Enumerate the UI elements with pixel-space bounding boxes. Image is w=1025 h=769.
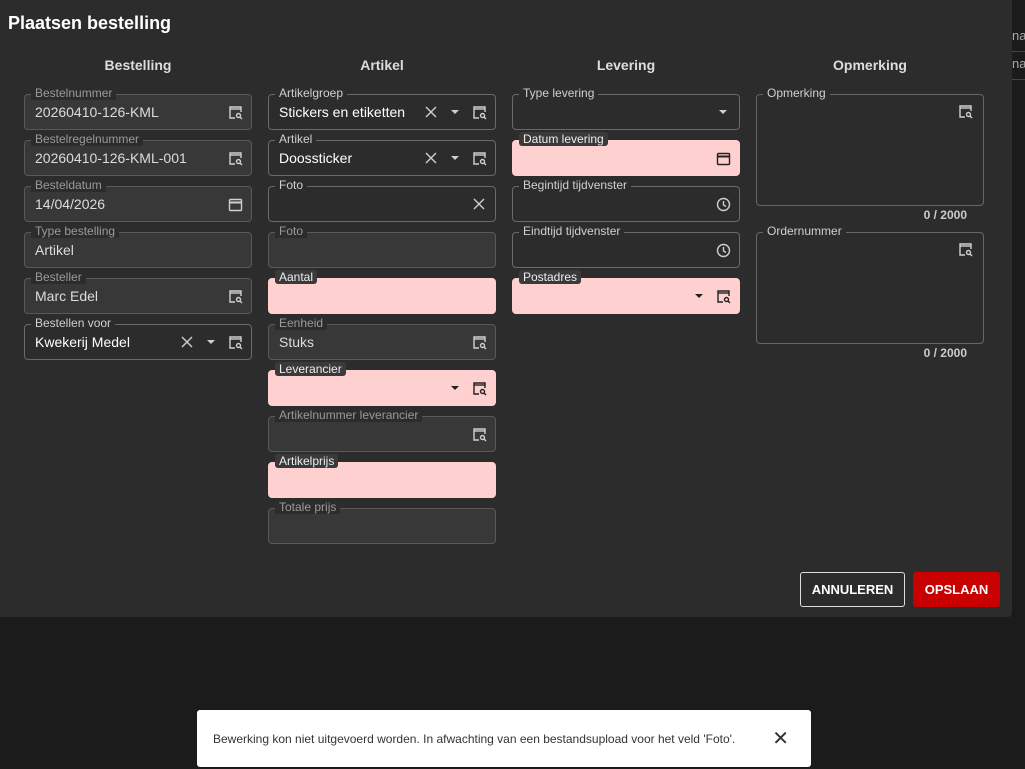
- artikelprijs-field[interactable]: Artikelprijs: [268, 454, 496, 498]
- ordernummer-textarea[interactable]: Ordernummer: [756, 224, 984, 344]
- field-label: Foto: [275, 224, 308, 238]
- lookup-icon[interactable]: [227, 288, 243, 304]
- background-row: na: [1012, 28, 1025, 52]
- besteldatum-field: Besteldatum 14/04/2026: [24, 178, 252, 222]
- field-label: Artikelnummer leverancier: [275, 408, 423, 422]
- chevron-down-icon[interactable]: [203, 334, 219, 350]
- field-value: Stuks: [279, 334, 315, 350]
- aantal-field[interactable]: Aantal: [268, 270, 496, 314]
- bestelnummer-field: Bestelnummer 20260410-126-KML: [24, 86, 252, 130]
- field-value: Kwekerij Medel: [35, 334, 130, 350]
- eindtijd-tijdvenster-field[interactable]: Eindtijd tijdvenster: [512, 224, 740, 268]
- lookup-icon[interactable]: [471, 426, 487, 442]
- column-heading: Levering: [596, 57, 656, 73]
- chevron-down-icon[interactable]: [447, 104, 463, 120]
- lookup-icon[interactable]: [471, 334, 487, 350]
- leverancier-field[interactable]: Leverancier: [268, 362, 496, 406]
- close-icon[interactable]: ✕: [772, 728, 789, 750]
- type-levering-field[interactable]: Type levering: [512, 86, 740, 130]
- lookup-icon[interactable]: [957, 241, 973, 257]
- field-value: Marc Edel: [35, 288, 99, 304]
- lookup-icon[interactable]: [957, 103, 973, 119]
- field-label: Opmerking: [763, 86, 830, 100]
- character-counter: 0 / 2000: [923, 346, 967, 360]
- opmerking-textarea[interactable]: Opmerking: [756, 86, 984, 206]
- lookup-icon[interactable]: [227, 334, 243, 350]
- order-dialog: Plaatsen bestelling Bestelling Bestelnumm…: [0, 0, 1012, 617]
- field-label: Artikelprijs: [275, 454, 339, 468]
- type-bestelling-field: Type bestelling Artikel: [24, 224, 252, 268]
- field-label: Type bestelling: [31, 224, 120, 238]
- field-value: 20260410-126-KML-001: [35, 150, 187, 166]
- chevron-down-icon[interactable]: [447, 380, 463, 396]
- character-counter: 0 / 2000: [923, 208, 967, 222]
- clear-icon[interactable]: [423, 150, 439, 166]
- clock-icon[interactable]: [715, 242, 731, 258]
- chevron-down-icon[interactable]: [691, 288, 707, 304]
- clock-icon[interactable]: [715, 196, 731, 212]
- lookup-icon[interactable]: [227, 104, 243, 120]
- field-value: 20260410-126-KML: [35, 104, 159, 120]
- lookup-icon[interactable]: [227, 150, 243, 166]
- calendar-icon[interactable]: [227, 196, 243, 212]
- field-label: Aantal: [275, 270, 318, 284]
- clear-icon[interactable]: [179, 334, 195, 350]
- field-value: Doossticker: [279, 150, 353, 166]
- lookup-icon[interactable]: [715, 288, 731, 304]
- field-label: Ordernummer: [763, 224, 846, 238]
- background-text: na: [1012, 28, 1025, 43]
- artikel-field[interactable]: Artikel Doossticker: [268, 132, 496, 176]
- field-label: Besteller: [31, 270, 86, 284]
- field-label: Besteldatum: [31, 178, 106, 192]
- chevron-down-icon[interactable]: [715, 104, 731, 120]
- snackbar-message: Bewerking kon niet uitgevoerd worden. In…: [213, 732, 736, 746]
- field-label: Totale prijs: [275, 500, 341, 514]
- field-label: Artikel: [275, 132, 317, 146]
- field-label: Artikelgroep: [275, 86, 348, 100]
- bestellen-voor-field[interactable]: Bestellen voor Kwekerij Medel: [24, 316, 252, 360]
- dialog-title: Plaatsen bestelling: [8, 13, 172, 33]
- field-label: Bestelnummer: [31, 86, 117, 100]
- field-value: Artikel: [35, 242, 74, 258]
- besteller-field: Besteller Marc Edel: [24, 270, 252, 314]
- field-label: Datum levering: [519, 132, 608, 146]
- column-heading: Opmerking: [833, 57, 907, 73]
- field-label: Begintijd tijdvenster: [519, 178, 632, 192]
- foto-field: Foto: [268, 224, 496, 268]
- postadres-field[interactable]: Postadres: [512, 270, 740, 314]
- datum-levering-field[interactable]: Datum levering: [512, 132, 740, 176]
- save-button[interactable]: OPSLAAN: [913, 572, 1000, 607]
- field-label: Type levering: [519, 86, 599, 100]
- artikelnummer-leverancier-field: Artikelnummer leverancier: [268, 408, 496, 452]
- field-label: Bestelregelnummer: [31, 132, 144, 146]
- background-row: na: [1012, 56, 1025, 80]
- field-label: Leverancier: [275, 362, 346, 376]
- snackbar: Bewerking kon niet uitgevoerd worden. In…: [197, 710, 811, 767]
- field-label: Foto: [275, 178, 308, 192]
- begintijd-tijdvenster-field[interactable]: Begintijd tijdvenster: [512, 178, 740, 222]
- eenheid-field: Eenheid Stuks: [268, 316, 496, 360]
- bestelregelnummer-field: Bestelregelnummer 20260410-126-KML-001: [24, 132, 252, 176]
- clear-icon[interactable]: [423, 104, 439, 120]
- background-text: na: [1012, 56, 1025, 71]
- field-label: Eenheid: [275, 316, 328, 330]
- clear-icon[interactable]: [471, 196, 487, 212]
- field-value: 14/04/2026: [35, 196, 106, 212]
- column-heading: Bestelling: [104, 57, 172, 73]
- lookup-icon[interactable]: [471, 150, 487, 166]
- lookup-icon[interactable]: [471, 104, 487, 120]
- chevron-down-icon[interactable]: [447, 150, 463, 166]
- totale-prijs-field: Totale prijs: [268, 500, 496, 544]
- calendar-icon[interactable]: [715, 150, 731, 166]
- foto-field[interactable]: Foto: [268, 178, 496, 222]
- field-label: Bestellen voor: [31, 316, 116, 330]
- artikelgroep-field[interactable]: Artikelgroep Stickers en etiketten: [268, 86, 496, 130]
- column-heading: Artikel: [360, 57, 404, 73]
- field-label: Eindtijd tijdvenster: [519, 224, 625, 238]
- field-label: Postadres: [519, 270, 582, 284]
- field-value: Stickers en etiketten: [279, 104, 406, 120]
- lookup-icon[interactable]: [471, 380, 487, 396]
- cancel-button[interactable]: ANNULEREN: [800, 572, 905, 607]
